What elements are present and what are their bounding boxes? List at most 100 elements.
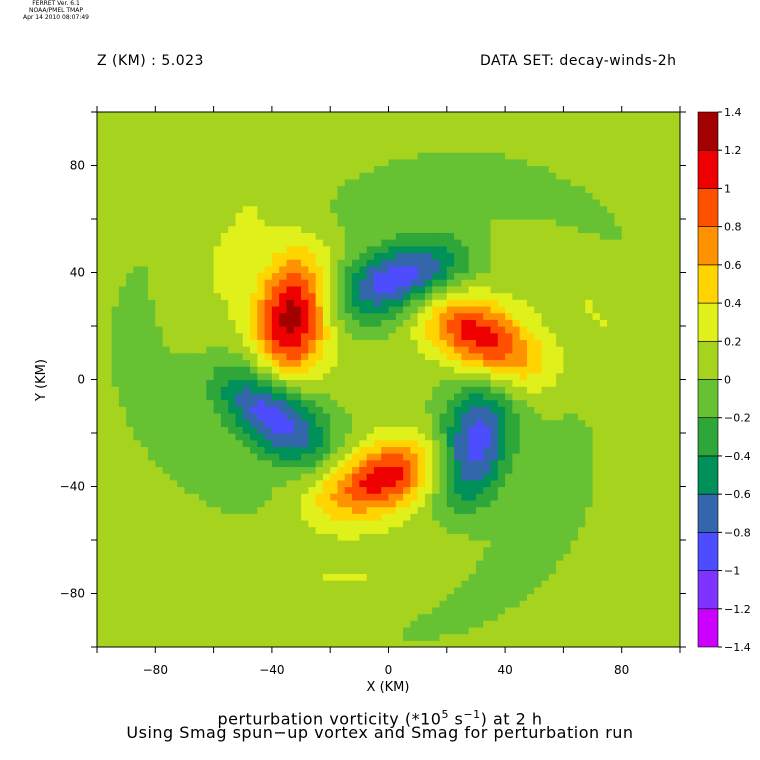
field-cell — [235, 459, 244, 468]
field-cell — [177, 573, 186, 581]
field-cell — [250, 433, 258, 441]
field-cell — [468, 192, 477, 200]
field-cell — [403, 366, 411, 374]
field-cell — [308, 205, 317, 213]
field-cell — [308, 486, 317, 494]
field-cell — [308, 178, 317, 187]
field-cell — [534, 626, 543, 635]
field-cell — [534, 412, 543, 421]
field-cell — [439, 366, 448, 374]
field-cell — [505, 506, 513, 514]
field-cell — [140, 573, 149, 581]
field-cell — [111, 112, 120, 120]
field-cell — [395, 132, 404, 140]
field-cell — [381, 553, 390, 561]
field-cell — [534, 239, 543, 247]
field-cell — [271, 225, 280, 233]
field-cell — [111, 473, 120, 481]
field-cell — [177, 640, 186, 647]
field-cell — [126, 386, 135, 394]
field-cell — [446, 580, 455, 588]
field-cell — [330, 399, 339, 407]
field-cell — [424, 566, 433, 575]
field-cell — [184, 459, 193, 468]
field-cell — [286, 566, 295, 575]
field-cell — [133, 499, 142, 508]
field-cell — [359, 352, 368, 361]
field-cell — [199, 112, 207, 120]
field-cell — [381, 192, 390, 200]
field-cell — [213, 339, 222, 347]
field-cell — [424, 586, 433, 595]
field-cell — [191, 426, 200, 434]
field-cell — [104, 145, 113, 153]
field-cell — [432, 406, 441, 414]
field-cell — [242, 172, 251, 180]
field-cell — [271, 152, 280, 160]
field-cell — [483, 499, 492, 508]
field-cell — [395, 606, 404, 615]
field-cell — [475, 372, 484, 381]
field-cell — [206, 593, 215, 601]
field-cell — [541, 399, 550, 407]
field-cell — [395, 426, 404, 434]
field-cell — [344, 506, 353, 514]
field-cell — [169, 366, 178, 374]
field-cell — [512, 132, 521, 140]
field-cell — [206, 379, 215, 387]
field-cell — [344, 633, 353, 641]
field-cell — [257, 446, 266, 454]
field-cell — [512, 279, 521, 287]
field-cell — [497, 573, 506, 581]
field-cell — [548, 446, 557, 454]
field-cell — [235, 513, 244, 521]
field-cell — [373, 372, 382, 381]
field-cell — [315, 600, 324, 608]
field-cell — [133, 466, 142, 474]
field-cell — [315, 312, 324, 320]
field-cell — [220, 172, 229, 180]
field-cell — [381, 573, 390, 581]
field-cell — [286, 506, 295, 514]
field-cell — [206, 198, 215, 207]
field-cell — [330, 185, 339, 193]
field-cell — [199, 586, 207, 595]
field-cell — [228, 198, 237, 207]
field-cell — [512, 212, 521, 220]
field-cell — [140, 239, 149, 247]
field-cell — [220, 533, 229, 541]
field-cell — [373, 145, 382, 153]
field-cell — [286, 600, 295, 608]
field-cell — [330, 466, 339, 474]
field-cell — [403, 546, 411, 554]
field-cell — [352, 212, 360, 220]
field-cell — [526, 312, 535, 320]
field-cell — [359, 138, 368, 147]
field-cell — [446, 446, 455, 454]
field-cell — [293, 459, 302, 468]
field-cell — [410, 426, 419, 434]
field-cell — [206, 205, 215, 213]
field-cell — [199, 519, 207, 528]
field-cell — [213, 152, 222, 160]
field-cell — [337, 292, 346, 300]
field-cell — [155, 118, 164, 126]
field-cell — [519, 499, 528, 508]
field-cell — [133, 192, 142, 200]
field-cell — [126, 138, 135, 147]
field-cell — [439, 252, 448, 260]
field-cell — [293, 232, 302, 240]
field-cell — [271, 519, 280, 528]
field-cell — [483, 219, 492, 227]
field-cell — [126, 606, 135, 615]
field-cell — [220, 118, 229, 126]
field-cell — [155, 546, 164, 554]
field-cell — [133, 386, 142, 394]
field-cell — [461, 172, 470, 180]
field-cell — [439, 626, 448, 635]
field-cell — [468, 412, 477, 421]
field-cell — [162, 459, 171, 468]
field-cell — [148, 473, 156, 481]
field-cell — [475, 205, 484, 213]
field-cell — [257, 606, 266, 615]
